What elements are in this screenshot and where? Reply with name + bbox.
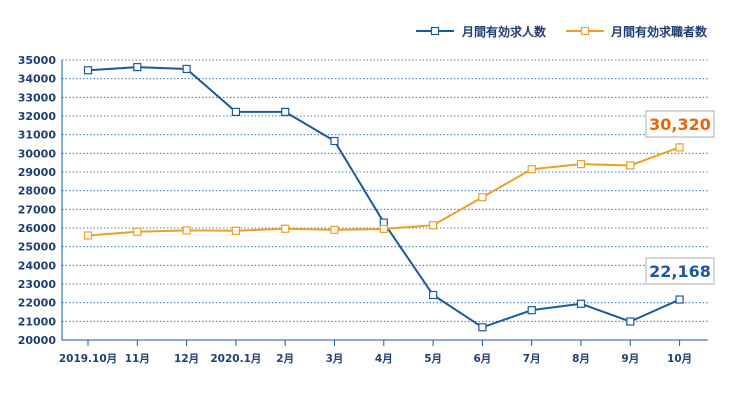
x-tick-label: 3月 <box>326 353 344 365</box>
value-callout-box <box>645 257 715 285</box>
data-point <box>429 221 438 230</box>
value-callout-label: 30,320 <box>649 115 711 134</box>
data-point <box>527 165 536 174</box>
value-callout-label: 22,168 <box>649 262 711 281</box>
y-tick-label: 25000 <box>18 241 57 254</box>
x-tick-label: 9月 <box>621 353 639 365</box>
x-tick-label: 5月 <box>424 353 442 365</box>
y-tick-label: 23000 <box>18 278 57 291</box>
data-point <box>626 317 635 326</box>
y-tick-label: 34000 <box>18 73 57 86</box>
data-point <box>83 66 93 75</box>
data-point <box>675 295 684 304</box>
x-tick-label: 7月 <box>523 353 541 365</box>
data-point <box>576 299 586 308</box>
data-point <box>281 107 290 116</box>
legend-label: 月間有効求職者数 <box>610 24 708 39</box>
y-tick-label: 33000 <box>18 91 57 104</box>
data-point <box>231 107 240 116</box>
x-tick-label: 8月 <box>572 353 590 365</box>
x-tick-label: 4月 <box>375 353 393 365</box>
x-tick-label: 2020.1月 <box>210 353 261 365</box>
data-point <box>182 64 191 74</box>
data-point <box>478 193 487 202</box>
legend-label: 月間有効求人数 <box>461 24 547 39</box>
series-line-1 <box>87 66 681 329</box>
y-tick-label: 32000 <box>18 110 57 123</box>
data-point <box>478 323 487 332</box>
data-point <box>379 224 388 234</box>
y-tick-label: 26000 <box>18 222 57 235</box>
y-tick-label: 24000 <box>18 259 57 272</box>
data-point <box>330 225 339 234</box>
legend-marker <box>580 26 590 36</box>
value-callout-box <box>645 110 715 138</box>
x-tick-label: 11月 <box>125 353 150 365</box>
data-point <box>576 160 586 169</box>
y-tick-label: 30000 <box>18 147 57 160</box>
data-point <box>429 290 438 300</box>
x-tick-label: 12月 <box>174 353 199 365</box>
y-tick-label: 35000 <box>18 54 57 67</box>
y-tick-label: 28000 <box>18 185 57 198</box>
x-tick-label: 2019.10月 <box>59 353 117 365</box>
data-point <box>626 161 635 170</box>
data-point <box>182 226 191 235</box>
data-point <box>527 306 536 315</box>
y-tick-label: 27000 <box>18 203 57 216</box>
x-tick-label: 2月 <box>276 353 294 365</box>
y-tick-label: 20000 <box>18 334 57 347</box>
y-tick-label: 22000 <box>18 297 57 310</box>
data-point <box>133 62 142 72</box>
data-point <box>133 227 142 236</box>
legend-marker <box>430 26 440 36</box>
data-point <box>675 143 684 152</box>
y-tick-label: 29000 <box>18 166 57 179</box>
data-point <box>281 224 290 233</box>
x-tick-label: 10月 <box>667 353 692 365</box>
data-point <box>330 136 339 146</box>
y-tick-label: 21000 <box>18 315 57 328</box>
data-point <box>231 226 240 235</box>
y-tick-label: 31000 <box>18 129 57 142</box>
data-point <box>83 231 93 240</box>
x-tick-label: 6月 <box>473 353 491 365</box>
